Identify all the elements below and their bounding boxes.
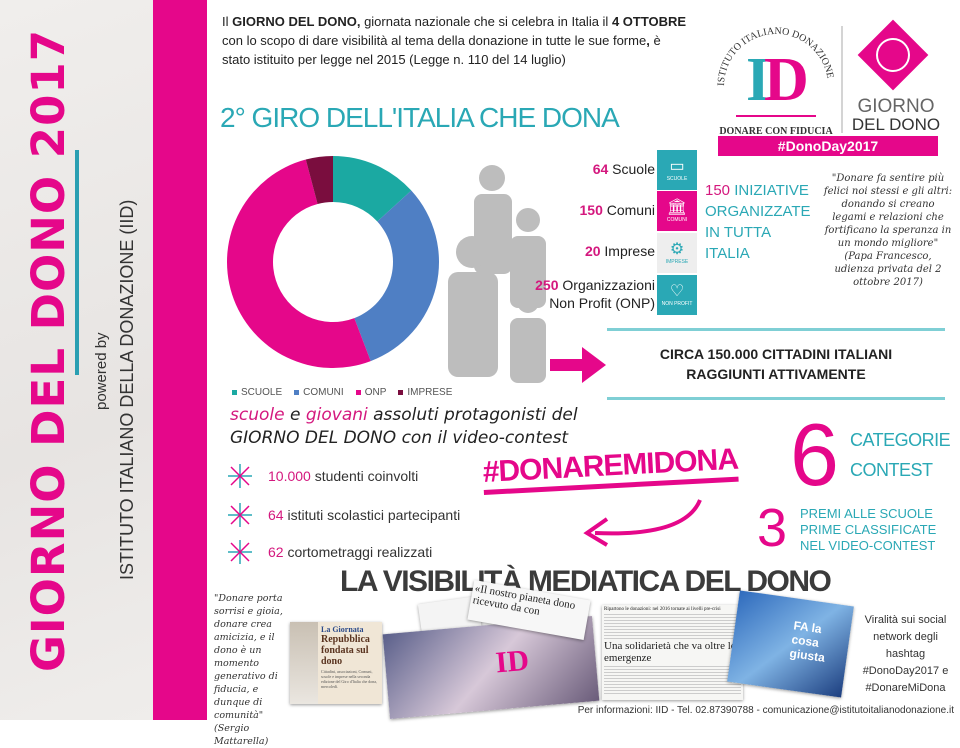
pope-quote: "Donare fa sentire più felici noi stessi… — [823, 173, 953, 288]
bullet-schools: 64 istituti scolastici partecipanti — [228, 503, 460, 527]
svg-text:GIORNO: GIORNO — [857, 96, 934, 117]
clipping-repubblica: La Giornata Repubblica fondata sul dono … — [290, 622, 382, 704]
legend-swatch — [355, 389, 361, 395]
institute-name: ISTITUTO ITALIANO DELLA DONAZIONE (IID) — [117, 199, 137, 580]
donut-slice-comuni — [354, 190, 440, 362]
side-divider — [75, 150, 79, 375]
donut-slice-scuole — [333, 156, 412, 222]
legend-item-scuole: SCUOLE — [232, 387, 282, 398]
count-scuole: 64 Scuole — [592, 161, 655, 177]
initiatives-text: 150 INIZIATIVE ORGANIZZATE IN TUTTA ITALIA — [705, 182, 811, 262]
headline: 2° GIRO DELL'ITALIA CHE DONA — [220, 102, 620, 133]
tv-photo-fa-la-cosa-giusta: FA la cosa giusta — [727, 590, 854, 698]
donut-slice-imprese — [305, 156, 333, 205]
people-icon — [448, 165, 546, 383]
legend-item-imprese: IMPRESE — [398, 387, 452, 398]
logo: ISTITUTO ITALIANO DONAZIONE I D DONARE C… — [706, 8, 952, 156]
svg-text:DEL DONO: DEL DONO — [852, 115, 940, 134]
clipping-solidarieta: Ripartono le donazioni: nel 2016 tornate… — [602, 605, 743, 700]
pink-bar — [153, 0, 207, 720]
chart-legend: SCUOLE COMUNI ONP IMPRESE — [232, 387, 452, 398]
svg-text:D: D — [764, 46, 809, 114]
svg-text:I: I — [746, 46, 770, 114]
asterisk-icon — [228, 540, 252, 564]
bullet-students: 10.000 studenti coinvolti — [228, 464, 418, 488]
legend-item-comuni: COMUNI — [294, 387, 344, 398]
intro-text: Il GIORNO DEL DONO, giornata nazionale c… — [222, 14, 687, 67]
gears-icon: ⚙ IMPRESE — [657, 233, 697, 273]
powered-by: powered by — [93, 332, 110, 410]
protagonists-text: scuole e giovani assoluti protagonisti d… — [230, 405, 578, 448]
donut-chart — [227, 156, 440, 368]
curved-arrow-icon — [583, 499, 702, 547]
svg-text:DONARE CON FIDUCIA: DONARE CON FIDUCIA — [719, 126, 833, 137]
count-comuni: 150 Comuni — [579, 202, 656, 218]
legend-item-onp: ONP — [355, 387, 386, 398]
legend-swatch — [232, 389, 237, 395]
asterisk-icon — [228, 503, 252, 527]
categories-number: 6 — [790, 405, 839, 504]
citizens-box: CIRCA 150.000 CITTADINI ITALIANI RAGGIUNT… — [607, 328, 945, 400]
count-onp: 250 Organizzazioni Non Profit (ONP) — [535, 277, 655, 311]
donut-slice-onp — [227, 159, 371, 368]
mattarella-quote: "Donare porta sorrisi e gioia, donare cr… — [214, 593, 283, 747]
bullet-films: 62 cortometraggi realizzati — [228, 540, 432, 564]
categories-text: CATEGORIE CONTEST — [850, 430, 951, 480]
town-hall-icon: 🏛 COMUNI — [657, 191, 697, 231]
book-icon: ▭ SCUOLE — [657, 150, 697, 190]
photo-mattarella — [290, 622, 318, 704]
virality-text: Viralità sui social network degli hashta… — [862, 614, 949, 694]
legend-swatch — [294, 389, 300, 395]
contest-hashtag: #DONAREMIDONA — [481, 442, 740, 495]
prizes-text: PREMI ALLE SCUOLE PRIME CLASSIFICATE NEL… — [800, 506, 937, 553]
footer-contact: Per informazioni: IID - Tel. 02.87390788… — [577, 705, 954, 716]
svg-text:#DonoDay2017: #DonoDay2017 — [778, 138, 879, 154]
tv-logo: ID — [494, 643, 531, 680]
arrow-right-icon — [550, 347, 606, 383]
prizes-number: 3 — [757, 498, 788, 558]
legend-swatch — [398, 389, 404, 395]
heart-icon: ♡ NON PROFIT — [657, 275, 697, 315]
side-title: GIORNO DEL DONO 2017 — [22, 28, 75, 672]
count-imprese: 20 Imprese — [584, 243, 655, 259]
asterisk-icon — [228, 464, 252, 488]
side-banner: GIORNO DEL DONO 2017 powered by ISTITUTO… — [0, 0, 153, 720]
